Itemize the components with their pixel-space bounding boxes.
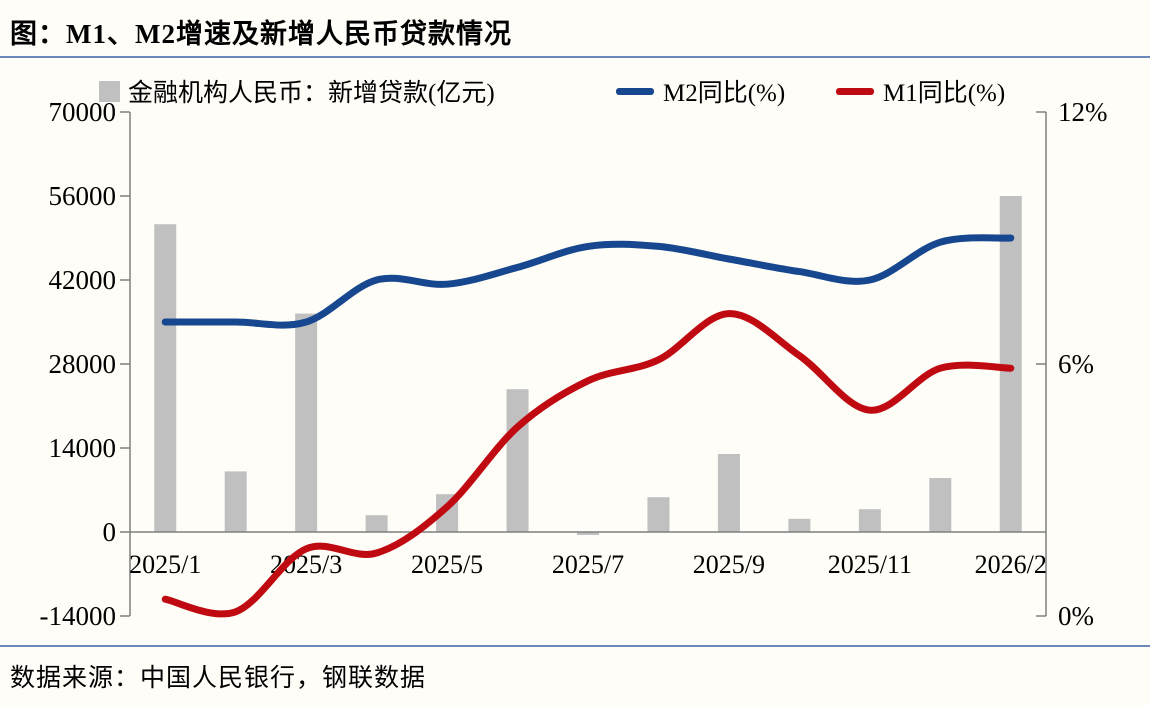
loan-bar (224, 471, 247, 532)
left-axis-tick-label: 28000 (49, 349, 117, 379)
loan-bar (506, 389, 529, 532)
left-axis-tick-label: 56000 (49, 181, 117, 211)
x-axis-tick-label: 2025/5 (411, 550, 483, 579)
legend-label-m2: M2同比(%) (663, 80, 786, 107)
legend-label-m1: M1同比(%) (883, 80, 1006, 107)
legend-label-new-loans: 金融机构人民币：新增贷款(亿元) (128, 80, 495, 107)
left-axis-tick-label: 42000 (49, 265, 117, 295)
loan-bar (577, 532, 599, 535)
loan-bar (929, 478, 952, 532)
loan-bar (295, 313, 318, 532)
x-axis-tick-label: 2025/1 (129, 550, 201, 579)
data-source-note: 数据来源：中国人民银行，钢联数据 (10, 665, 427, 692)
loan-bar (647, 497, 670, 532)
legend-item-m2: M2同比(%) (616, 76, 786, 107)
x-axis-tick-label: 2025/7 (552, 550, 624, 579)
right-axis-tick-label: 6% (1058, 349, 1094, 379)
loan-bar (788, 518, 811, 532)
loan-bar (365, 515, 388, 532)
m1-line (161, 310, 1015, 618)
x-axis-tick-label: 2026/2 (975, 550, 1047, 579)
chart-title: 图：M1、M2增速及新增人民币贷款情况 (10, 19, 512, 49)
m2-line (161, 234, 1015, 329)
gray-bar-swatch-icon (99, 80, 120, 102)
right-axis-tick-label: 12% (1058, 97, 1108, 127)
left-axis-tick-label: -14000 (40, 601, 117, 631)
top-separator-line (0, 56, 1150, 58)
red-line-swatch-icon (836, 87, 874, 95)
right-axis-tick-label: 0% (1058, 601, 1094, 631)
blue-line-swatch-icon (616, 87, 654, 95)
x-axis-tick-label: 2025/11 (828, 550, 912, 579)
left-axis-tick-label: 70000 (49, 97, 117, 127)
legend-item-new-loans: 金融机构人民币：新增贷款(亿元) (99, 76, 495, 107)
loan-bar (999, 196, 1022, 532)
bottom-separator-line (0, 645, 1150, 647)
loan-bar (154, 224, 177, 532)
chart-legend: 金融机构人民币：新增贷款(亿元) M2同比(%) M1同比(%) (0, 76, 1150, 107)
left-axis-tick-label: 14000 (49, 433, 117, 463)
loan-bar (858, 509, 881, 532)
legend-item-m1: M1同比(%) (836, 76, 1006, 107)
x-axis-tick-label: 2025/9 (693, 550, 765, 579)
loan-bar (717, 454, 740, 532)
left-axis-tick-label: 0 (103, 517, 117, 547)
